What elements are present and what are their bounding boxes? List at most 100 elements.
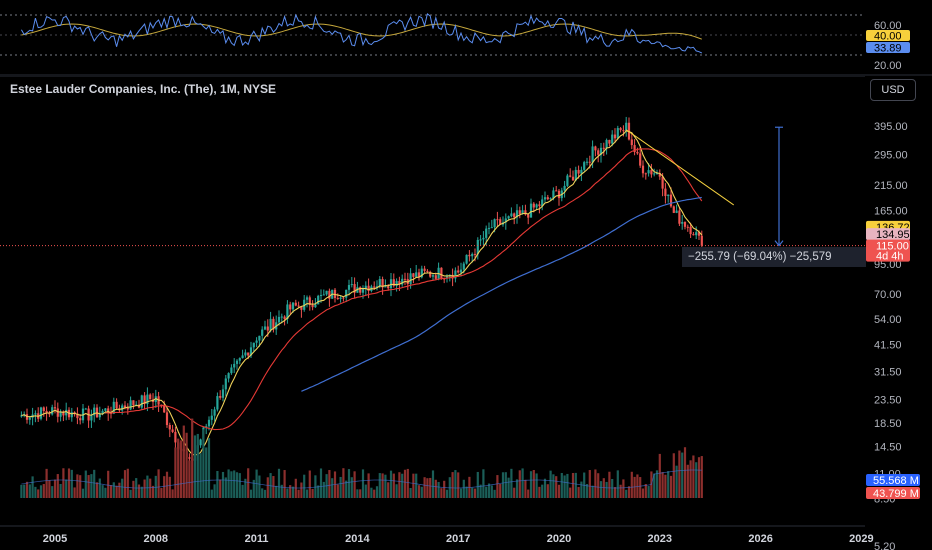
- candle-body: [557, 190, 561, 199]
- candle-body: [529, 203, 533, 218]
- volume-bar: [569, 487, 572, 498]
- volume-tag-label: 43.799 M: [873, 488, 919, 500]
- volume-bar: [465, 486, 468, 498]
- volume-bar: [238, 473, 241, 498]
- candle-body: [224, 378, 227, 390]
- volume-bar: [409, 487, 412, 498]
- volume-bar: [196, 433, 199, 498]
- candle-body: [328, 290, 331, 299]
- candle-body: [401, 278, 404, 285]
- candle-body: [588, 161, 591, 163]
- volume-bar: [644, 484, 647, 498]
- candle-body: [546, 197, 549, 200]
- volume-bar: [560, 472, 563, 498]
- candle-body: [493, 219, 496, 228]
- time-axis-label: 2029: [849, 533, 873, 545]
- candle-body: [625, 122, 628, 131]
- volume-bar: [655, 470, 659, 498]
- candle-body: [658, 173, 661, 177]
- volume-bar: [65, 479, 68, 498]
- volume-bar: [529, 471, 533, 498]
- price-chart[interactable]: 395.00 295.00 215.00 165.00 95.00 70.00 54.00 4…: [0, 76, 932, 550]
- candle-body: [188, 457, 191, 459]
- volume-bar: [625, 489, 628, 498]
- time-axis-label: 2026: [748, 533, 772, 545]
- volume-bar: [115, 485, 118, 498]
- price-axis-label: 165.00: [874, 206, 908, 218]
- volume-bar: [611, 478, 614, 498]
- volume-bar: [168, 476, 171, 498]
- candle-body: [585, 161, 589, 163]
- volume-bar: [515, 479, 519, 498]
- volume-bar: [151, 485, 155, 498]
- volume-bar: [129, 489, 132, 498]
- volume-bar: [686, 464, 689, 498]
- volume-bar: [406, 468, 409, 498]
- volume-bar: [45, 468, 48, 498]
- volume-bar: [177, 438, 180, 498]
- volume-bar: [62, 468, 65, 498]
- candle-body: [507, 216, 510, 219]
- volume-bar: [20, 484, 23, 498]
- volume-bar: [31, 476, 34, 498]
- chart-title: Estee Lauder Companies, Inc. (The), 1M, …: [10, 82, 277, 96]
- candle-body: [644, 173, 647, 175]
- volume-bar: [672, 453, 675, 498]
- volume-bar: [496, 475, 499, 498]
- volume-bar: [42, 484, 45, 498]
- candle-body: [283, 316, 286, 320]
- volume-bar: [577, 487, 580, 498]
- volume-bar: [93, 469, 96, 498]
- candle-body: [619, 128, 622, 131]
- volume-bar: [510, 468, 513, 498]
- candle-body: [367, 285, 370, 291]
- candle-body: [535, 204, 538, 208]
- volume-bar: [98, 478, 101, 498]
- volume-bar: [188, 460, 191, 498]
- candle-body: [689, 226, 692, 235]
- candle-body: [277, 316, 281, 323]
- candle-body: [647, 170, 650, 174]
- candle-body: [213, 409, 216, 416]
- volume-bar: [277, 468, 281, 498]
- candle-body: [107, 408, 110, 413]
- candle-body: [686, 226, 689, 228]
- candle-body: [622, 130, 625, 132]
- volume-bar: [263, 489, 267, 498]
- candle-body: [454, 270, 457, 279]
- candle-body: [574, 169, 577, 181]
- candle-body: [252, 342, 255, 348]
- candle-body: [319, 294, 323, 296]
- candle-body: [305, 297, 309, 300]
- volume-bar: [193, 435, 197, 498]
- candle-body: [473, 253, 477, 255]
- volume-bar: [599, 481, 603, 498]
- candle-body: [342, 297, 345, 299]
- candle-body: [289, 304, 292, 310]
- volume-bar: [81, 488, 85, 498]
- candle-body: [291, 302, 295, 310]
- candle-body: [429, 271, 432, 277]
- volume-bar: [541, 484, 544, 498]
- candle-body: [280, 316, 283, 318]
- candle-body: [563, 185, 566, 191]
- candle-body: [339, 297, 342, 299]
- volume-bar: [163, 476, 166, 498]
- candle-body: [490, 227, 493, 229]
- volume-bar: [417, 485, 421, 498]
- candle-body: [115, 401, 118, 409]
- currency-button[interactable]: USD: [870, 79, 916, 101]
- volume-bar: [471, 487, 474, 498]
- price-tag-label: 134.95: [876, 229, 910, 241]
- volume-bar: [563, 475, 566, 498]
- candle-body: [389, 279, 393, 289]
- candle-body: [664, 188, 667, 197]
- candle-body: [541, 199, 544, 207]
- candle-body: [538, 204, 541, 207]
- volume-bar: [605, 481, 608, 498]
- volume-bar: [375, 486, 379, 498]
- volume-bar: [216, 470, 219, 498]
- volume-bar: [395, 484, 398, 498]
- volume-bar: [485, 486, 488, 498]
- volume-bar: [591, 485, 594, 498]
